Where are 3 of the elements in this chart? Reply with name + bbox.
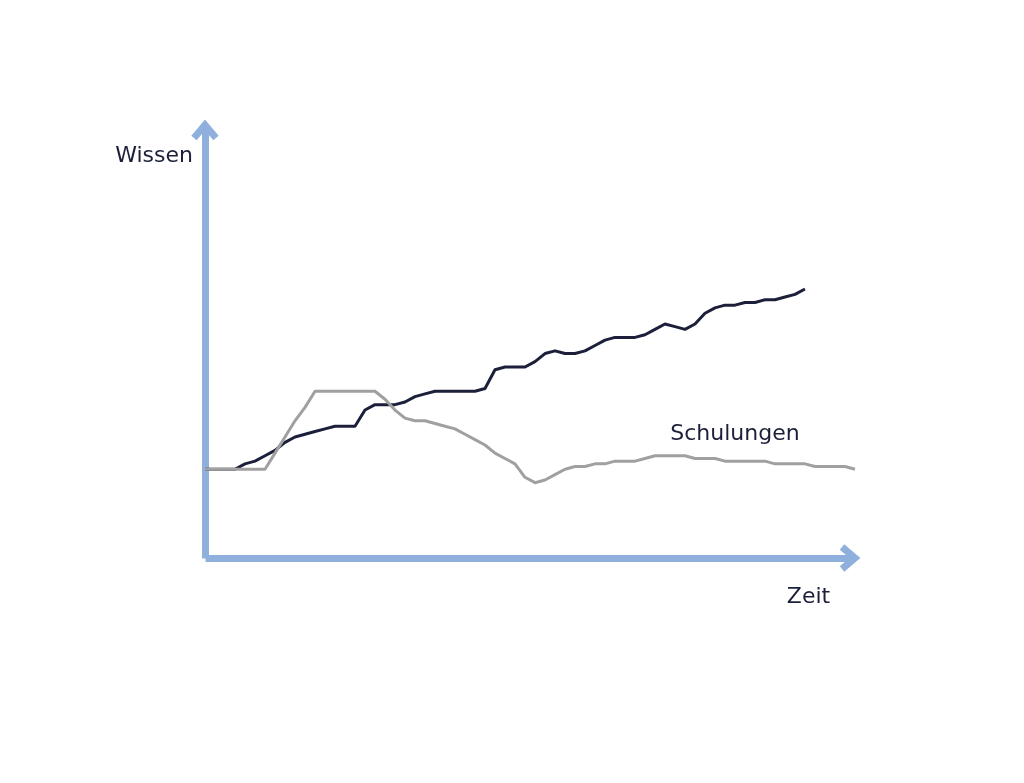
series-label: Schulungen: [670, 420, 800, 446]
x-axis-title: Zeit: [786, 582, 831, 608]
text: Wissen: [115, 142, 193, 167]
